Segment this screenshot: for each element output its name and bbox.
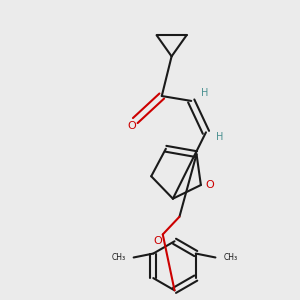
Text: O: O bbox=[127, 122, 136, 131]
Text: CH₃: CH₃ bbox=[223, 253, 237, 262]
Text: H: H bbox=[201, 88, 209, 98]
Text: H: H bbox=[216, 132, 224, 142]
Text: O: O bbox=[205, 180, 214, 190]
Text: CH₃: CH₃ bbox=[112, 253, 126, 262]
Text: O: O bbox=[154, 236, 162, 246]
